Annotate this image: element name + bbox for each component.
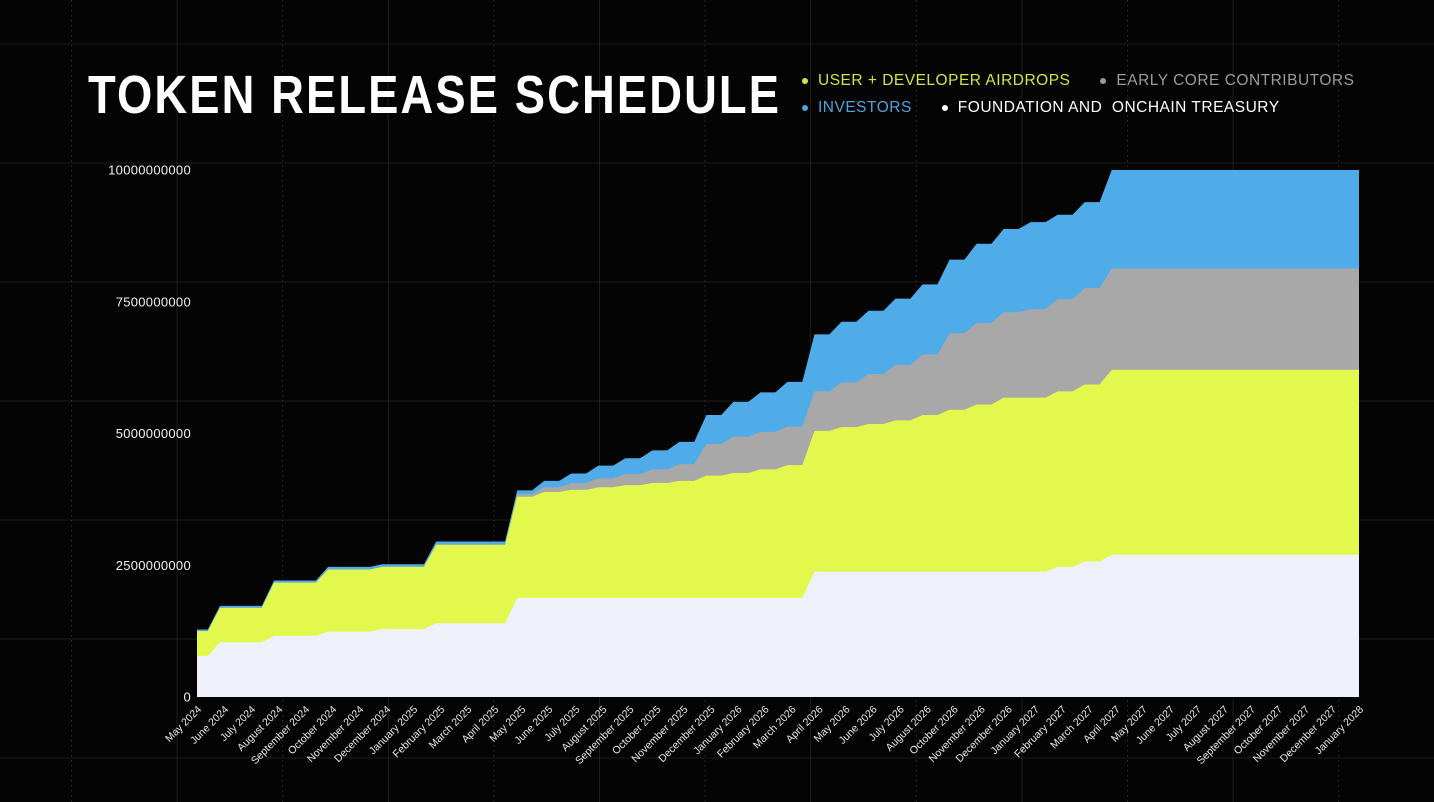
stacked-areas	[197, 170, 1359, 697]
legend-item-0: USER + DEVELOPER AIRDROPS	[802, 72, 1070, 90]
legend-label: FOUNDATION AND ONCHAIN TREASURY	[957, 99, 1280, 116]
legend-label: INVESTORS	[818, 99, 912, 116]
legend-dot-icon	[802, 78, 808, 84]
legend-dot-icon	[802, 105, 808, 111]
chart-legend: USER + DEVELOPER AIRDROPS EARLY CORE CONT…	[802, 72, 1410, 117]
y-tick-label: 0	[183, 690, 191, 705]
legend-item-3: FOUNDATION AND ONCHAIN TREASURY	[941, 99, 1280, 117]
legend-dot-icon	[941, 105, 948, 111]
legend-item-1: EARLY CORE CONTRIBUTORS	[1100, 72, 1354, 90]
page-title: TOKEN RELEASE SCHEDULE	[88, 65, 782, 125]
y-tick-label: 2500000000	[116, 558, 191, 573]
legend-dot-icon	[1100, 78, 1107, 84]
y-tick-label: 5000000000	[116, 426, 191, 441]
legend-item-2: INVESTORS	[802, 99, 912, 117]
area-foundation-and-onchain-treasury	[197, 554, 1359, 697]
y-tick-label: 7500000000	[116, 294, 191, 309]
legend-label: EARLY CORE CONTRIBUTORS	[1116, 72, 1355, 89]
legend-label: USER + DEVELOPER AIRDROPS	[818, 72, 1071, 89]
y-tick-label: 10000000000	[108, 163, 191, 178]
y-axis-labels: 0 2500000000 5000000000 7500000000 100000000…	[108, 163, 191, 705]
